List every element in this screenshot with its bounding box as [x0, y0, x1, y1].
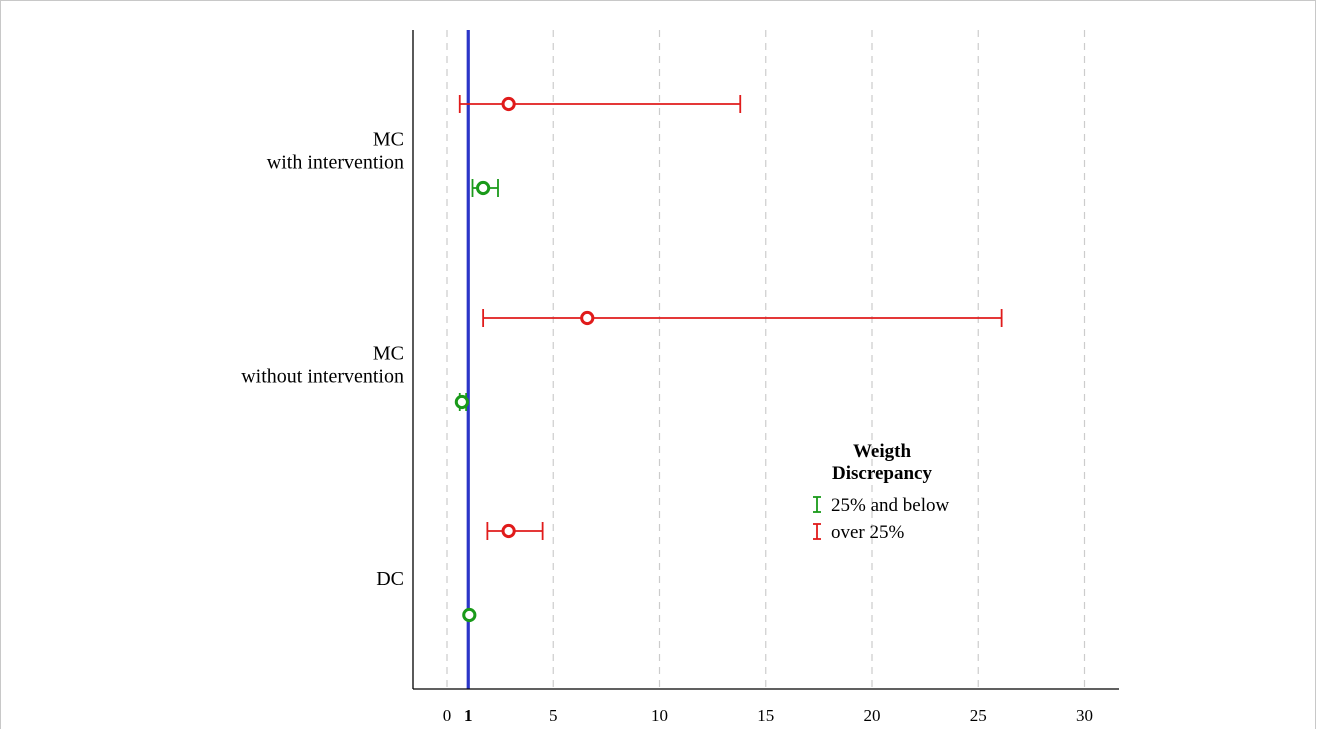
point-estimate-over-0: [501, 96, 516, 112]
legend-title-line-0: Weigth: [853, 441, 911, 462]
axes: [412, 30, 1119, 690]
x-tick-label-5: 5: [549, 706, 558, 725]
x-tick-label-1: 1: [464, 706, 473, 725]
grid-lines: [446, 30, 1086, 689]
x-tick-label-10: 10: [651, 706, 668, 725]
legend-label-0: 25% and below: [831, 495, 949, 516]
x-tick-label-0: 0: [443, 706, 452, 725]
error-bar-over-0: [458, 95, 742, 113]
x-tick-label-15: 15: [757, 706, 774, 725]
x-tick-label-20: 20: [864, 706, 881, 725]
point-estimate-below-1: [454, 394, 469, 410]
point-estimate-below-0: [476, 180, 491, 196]
point-estimate-below-2: [462, 607, 477, 623]
x-tick-label-30: 30: [1076, 706, 1093, 725]
error-bar-below-2: [462, 607, 477, 623]
data-marks: [454, 95, 1003, 623]
legend-title-line-1: Discrepancy: [832, 463, 932, 484]
error-bar-over-2: [486, 522, 544, 540]
point-estimate-over-1: [580, 310, 595, 326]
category-label-1-line-1: without intervention: [241, 366, 404, 388]
category-label-0-line-0: MC: [373, 129, 404, 151]
x-tick-labels: 0 1 5 10 15 20 25 30: [443, 706, 1093, 725]
category-label-0-line-1: with intervention: [267, 152, 404, 174]
point-estimate-over-2: [501, 523, 516, 539]
error-bar-over-1: [482, 309, 1003, 327]
legend-entry-1: over 25%: [813, 522, 905, 543]
error-bar-below-1: [454, 393, 469, 411]
error-bar-below-0: [471, 179, 499, 197]
legend-entry-0: 25% and below: [813, 495, 949, 516]
category-label-1-line-0: MC: [373, 343, 404, 365]
x-tick-label-25: 25: [970, 706, 987, 725]
category-label-2-line-0: DC: [376, 568, 404, 590]
legend-label-1: over 25%: [831, 522, 905, 543]
